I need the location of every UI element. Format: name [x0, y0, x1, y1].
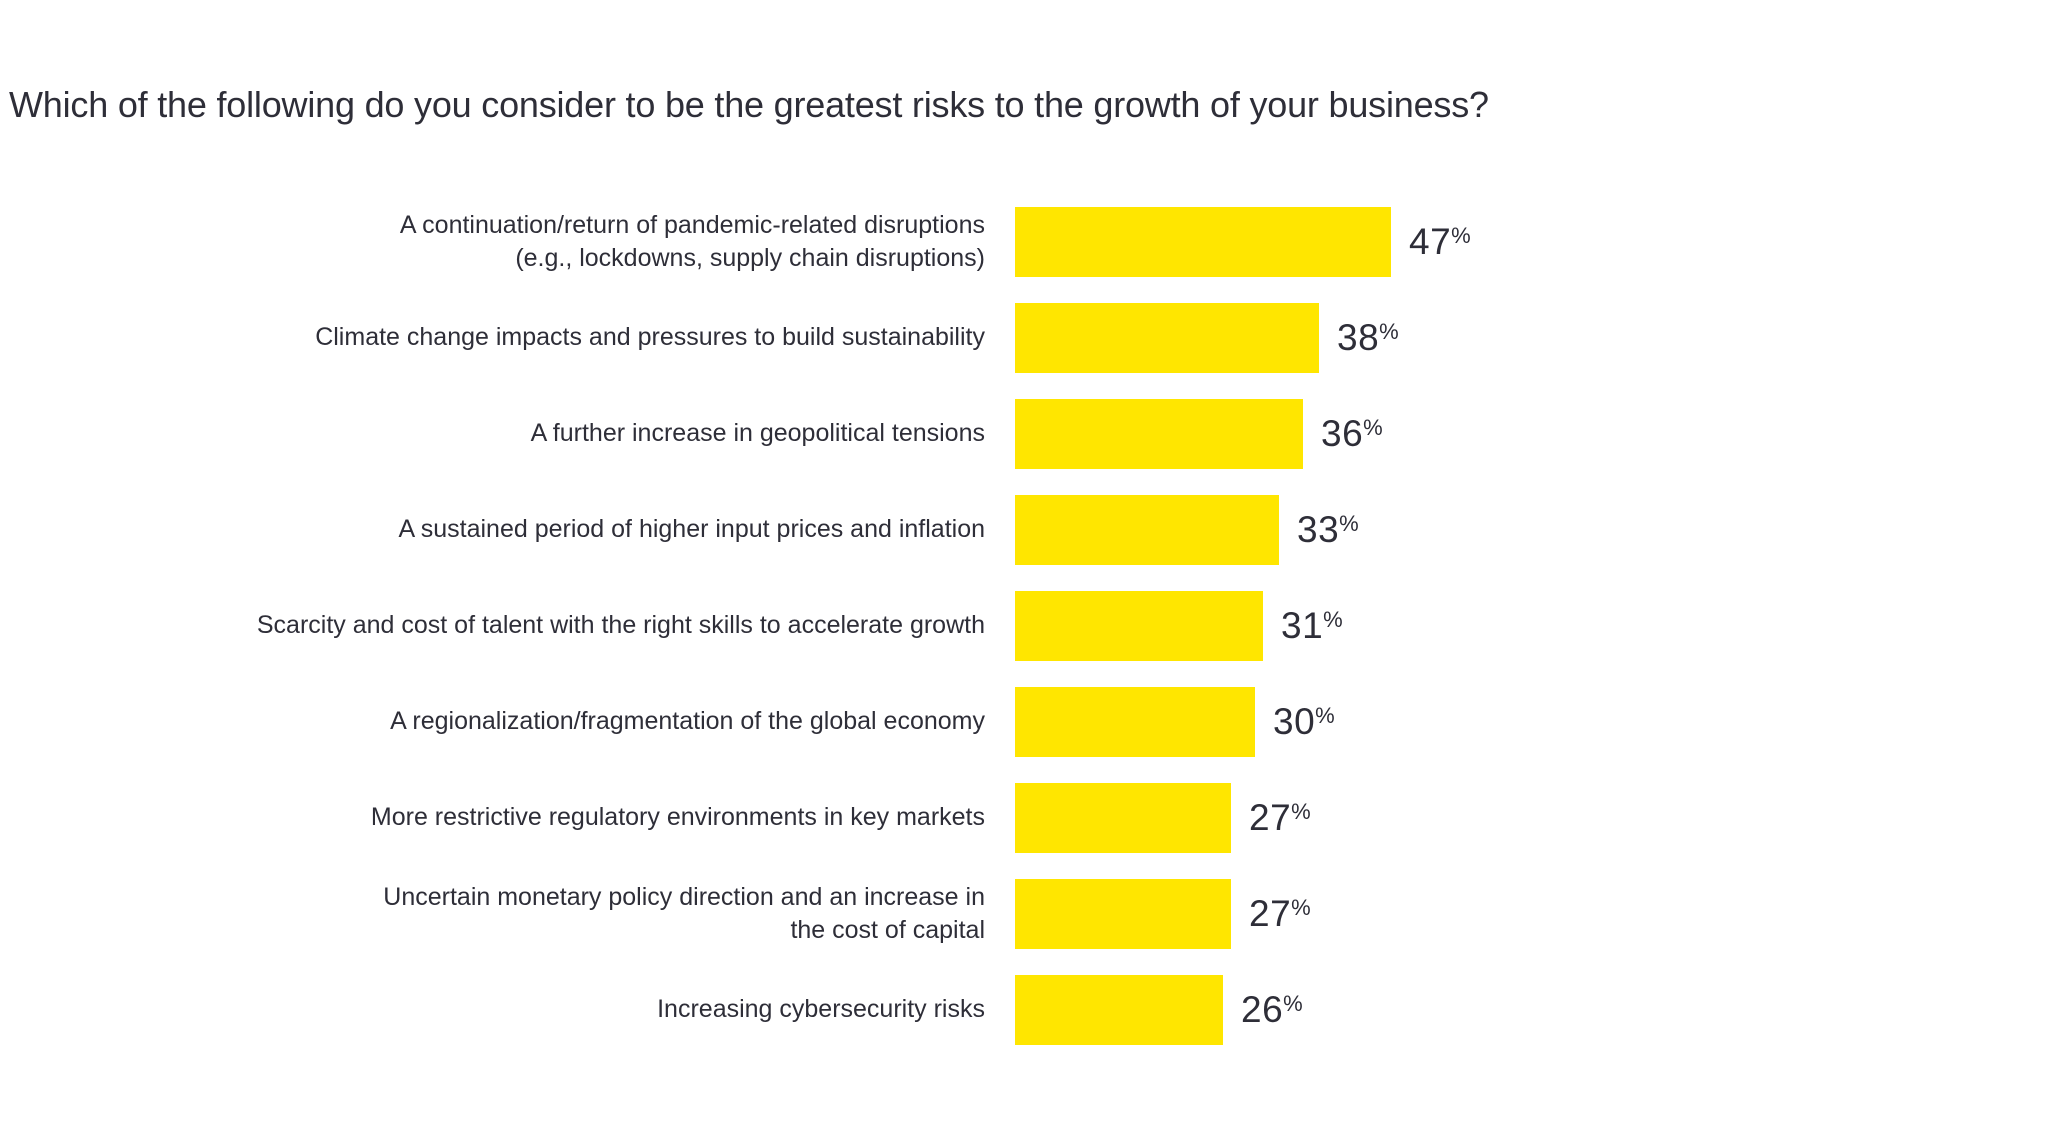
bar [1015, 399, 1303, 469]
category-label: Climate change impacts and pressures to … [315, 323, 985, 352]
value-number: 30 [1273, 701, 1316, 742]
bar-area: 31% [1015, 591, 2048, 661]
percent-sign: % [1363, 415, 1383, 440]
bar [1015, 975, 1223, 1045]
bar-row: Uncertain monetary policy direction and … [0, 866, 2048, 962]
category-label: Scarcity and cost of talent with the rig… [256, 611, 985, 640]
bar [1015, 591, 1263, 661]
bar-row: A sustained period of higher input price… [0, 482, 2048, 578]
value-label: 47% [1409, 221, 1471, 263]
category-label: More restrictive regulatory environments… [370, 803, 985, 832]
value-label: 36% [1321, 413, 1383, 455]
percent-sign: % [1291, 895, 1311, 920]
bar-row: Increasing cybersecurity risks 26% [0, 962, 2048, 1058]
value-number: 38 [1337, 317, 1380, 358]
bar-area: 30% [1015, 687, 2048, 757]
category-label: Increasing cybersecurity risks [657, 995, 985, 1024]
category-label: A sustained period of higher input price… [398, 515, 986, 544]
bar-chart: A continuation/return of pandemic-relate… [0, 194, 2048, 1058]
bar [1015, 783, 1231, 853]
percent-sign: % [1339, 511, 1359, 536]
bar [1015, 207, 1391, 277]
bar-area: 27% [1015, 783, 2048, 853]
bar-area: 27% [1015, 879, 2048, 949]
category-label: Uncertain monetary policy direction and … [383, 882, 985, 945]
bar-area: 26% [1015, 975, 2048, 1045]
value-number: 27 [1249, 797, 1292, 838]
value-number: 31 [1281, 605, 1324, 646]
category-label: A continuation/return of pandemic-relate… [399, 210, 985, 273]
value-label: 26% [1241, 989, 1303, 1031]
value-label: 30% [1273, 701, 1335, 743]
percent-sign: % [1291, 799, 1311, 824]
percent-sign: % [1451, 223, 1471, 248]
bar [1015, 687, 1255, 757]
value-label: 27% [1249, 893, 1311, 935]
value-label: 31% [1281, 605, 1343, 647]
percent-sign: % [1315, 703, 1335, 728]
percent-sign: % [1283, 991, 1303, 1016]
chart-title: Which of the following do you consider t… [9, 84, 1489, 125]
bar-area: 47% [1015, 207, 2048, 277]
percent-sign: % [1323, 607, 1343, 632]
category-label: A regionalization/fragmentation of the g… [390, 707, 985, 736]
bar [1015, 303, 1319, 373]
bar [1015, 879, 1231, 949]
value-label: 33% [1297, 509, 1359, 551]
bar-row: More restrictive regulatory environments… [0, 770, 2048, 866]
bar-area: 38% [1015, 303, 2048, 373]
bar-row: A further increase in geopolitical tensi… [0, 386, 2048, 482]
bar-row: A regionalization/fragmentation of the g… [0, 674, 2048, 770]
bar-row: Scarcity and cost of talent with the rig… [0, 578, 2048, 674]
bar-area: 33% [1015, 495, 2048, 565]
value-number: 36 [1321, 413, 1364, 454]
value-number: 27 [1249, 893, 1292, 934]
value-label: 27% [1249, 797, 1311, 839]
percent-sign: % [1379, 319, 1399, 344]
bar-row: A continuation/return of pandemic-relate… [0, 194, 2048, 290]
value-label: 38% [1337, 317, 1399, 359]
value-number: 26 [1241, 989, 1284, 1030]
bar-area: 36% [1015, 399, 2048, 469]
value-number: 47 [1409, 221, 1452, 262]
bar-row: Climate change impacts and pressures to … [0, 290, 2048, 386]
bar [1015, 495, 1279, 565]
value-number: 33 [1297, 509, 1340, 550]
category-label: A further increase in geopolitical tensi… [530, 419, 985, 448]
